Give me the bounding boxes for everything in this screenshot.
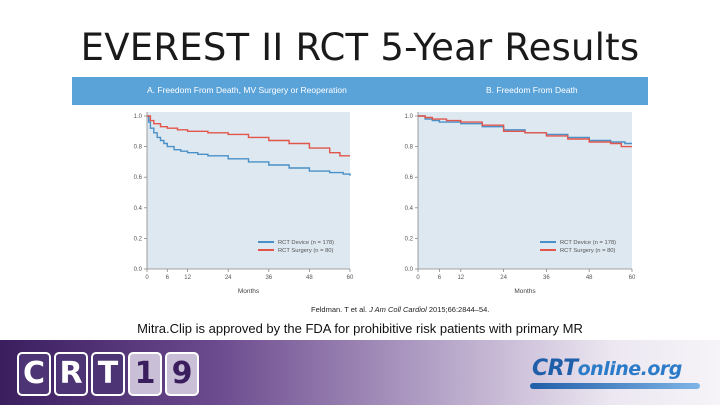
x-tick-label: 48	[586, 275, 593, 281]
legend-label: RCT Device (n = 178)	[278, 240, 334, 246]
y-tick-label: 0.4	[134, 206, 143, 212]
x-tick-label: 36	[265, 275, 272, 281]
x-tick-label: 12	[457, 275, 464, 281]
x-tick-label: 60	[629, 275, 636, 281]
y-tick-label: 1.0	[405, 114, 414, 120]
panel-a-title: A. Freedom From Death, MV Surgery or Reo…	[147, 85, 347, 95]
crt19-logo: C R T 1 9	[17, 352, 199, 396]
logo-swoosh	[530, 383, 700, 389]
legend-label: RCT Surgery (n = 80)	[278, 248, 334, 254]
y-tick-label: 0.0	[405, 267, 414, 273]
y-tick-label: 0.8	[134, 145, 143, 151]
crtonline-rest: online.org	[577, 358, 683, 380]
series-line	[147, 115, 350, 157]
x-tick-label: 0	[145, 275, 149, 281]
logo-letter: T	[91, 352, 125, 396]
logo-digit: 9	[165, 352, 199, 396]
y-tick-label: 1.0	[134, 114, 143, 120]
y-tick-label: 0.2	[405, 236, 414, 242]
citation-journal: J Am Coll Cardiol	[369, 305, 427, 314]
x-tick-label: 36	[543, 275, 550, 281]
slide-caption: Mitra.Clip is approved by the FDA for pr…	[137, 321, 583, 336]
citation-authors: Feldman. T et al.	[311, 305, 368, 314]
y-tick-label: 0.2	[134, 236, 143, 242]
y-tick-label: 0.4	[405, 206, 414, 212]
x-tick-label: 24	[500, 275, 507, 281]
x-tick-label: 6	[166, 275, 170, 281]
plot-area	[147, 112, 350, 269]
y-tick-label: 0.6	[405, 175, 414, 181]
x-tick-label: 12	[184, 275, 191, 281]
plot-area	[418, 112, 632, 269]
crtonline-main: CRT	[532, 356, 578, 381]
y-tick-label: 0.6	[134, 175, 143, 181]
x-tick-label: 6	[438, 275, 442, 281]
x-tick-label: 60	[347, 275, 354, 281]
logo-letter: R	[54, 352, 88, 396]
slide-title: EVEREST II RCT 5-Year Results	[80, 26, 640, 69]
x-axis-label: Months	[238, 288, 260, 295]
x-tick-label: 0	[416, 275, 420, 281]
figure-header-band	[72, 77, 648, 105]
km-plots: 0.00.20.40.60.81.00 6 12 24 36 48 60MonthsRCT …	[134, 112, 636, 295]
logo-letter: C	[17, 352, 51, 396]
logo-digit: 1	[128, 352, 162, 396]
km-figure: A. Freedom From Death, MV Surgery or Reo…	[72, 77, 648, 299]
x-axis-label: Months	[514, 288, 536, 295]
y-tick-label: 0.0	[134, 267, 143, 273]
series-line	[147, 115, 351, 176]
crtonline-logo[interactable]: CRTonline.org	[532, 356, 682, 381]
y-tick-label: 0.8	[405, 145, 414, 151]
legend-label: RCT Surgery (n = 80)	[560, 248, 616, 254]
x-tick-label: 48	[306, 275, 313, 281]
panel-b-title: B. Freedom From Death	[486, 85, 578, 95]
citation: Feldman. T et al. J Am Coll Cardiol 2015…	[311, 305, 489, 314]
series-line	[418, 115, 632, 148]
x-tick-label: 24	[225, 275, 232, 281]
legend-label: RCT Device (n = 178)	[560, 240, 616, 246]
citation-details: 2015;66:2844–54.	[428, 305, 490, 314]
